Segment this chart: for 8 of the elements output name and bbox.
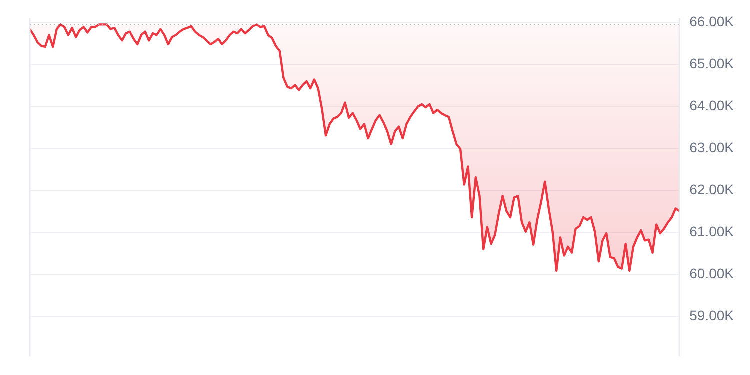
y-tick-label: 62.00K xyxy=(690,182,735,198)
y-tick-label: 60.00K xyxy=(690,266,735,282)
y-tick-label: 64.00K xyxy=(690,97,735,114)
y-tick-label: 61.00K xyxy=(690,224,735,240)
y-tick-label: 65.00K xyxy=(690,55,735,72)
y-tick-label: 59.00K xyxy=(690,308,735,324)
y-tick-label: 63.00K xyxy=(690,140,735,156)
y-tick-label: 66.00K xyxy=(690,13,735,30)
